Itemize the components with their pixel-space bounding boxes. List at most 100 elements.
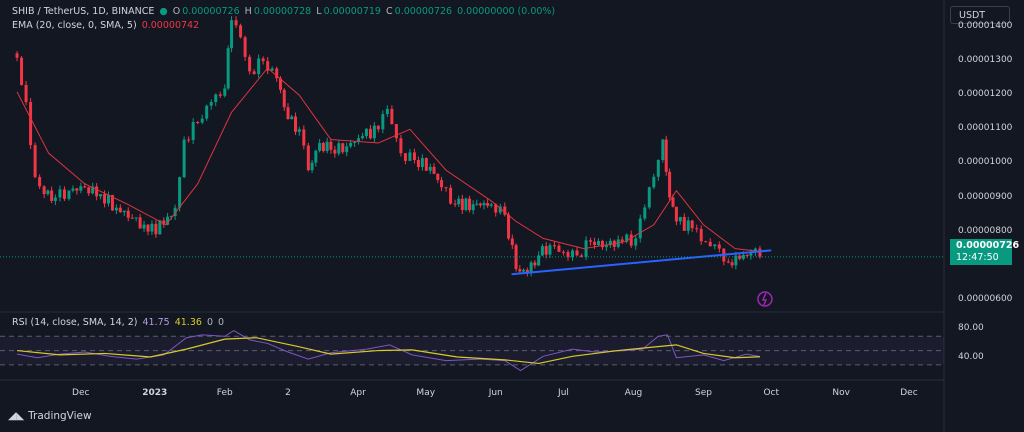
candle-body (453, 203, 457, 205)
candle-body (368, 128, 372, 139)
candle-body (580, 255, 584, 257)
flash-icon[interactable] (757, 291, 773, 307)
rsi-legend[interactable]: RSI (14, close, SMA, 14, 2) 41.75 41.36 … (12, 317, 226, 328)
ema-line[interactable] (16, 67, 760, 252)
candle-body (471, 204, 475, 211)
candle-body (162, 220, 166, 225)
candle-body (482, 203, 486, 206)
time-tick-label: Apr (350, 388, 366, 398)
time-tick-label: Dec (900, 388, 918, 398)
time-tick-label: Sep (694, 388, 712, 398)
ema-legend[interactable]: EMA (20, close, 0, SMA, 5) 0.00000742 (12, 20, 201, 31)
time-tick-label: 2023 (142, 388, 168, 398)
time-tick-label: Oct (763, 388, 779, 398)
candle-body (214, 94, 218, 103)
time-tick-label: 2 (285, 388, 291, 398)
candle-body (686, 220, 690, 231)
candle-body (243, 37, 247, 57)
candle-body (95, 186, 99, 197)
candle-body (38, 177, 42, 187)
candle-body (29, 102, 33, 146)
candle-body (302, 129, 306, 146)
candle-body (537, 255, 541, 266)
candle-body (510, 238, 514, 246)
candle-body (58, 189, 62, 198)
candle-body (529, 262, 533, 273)
candle-body (126, 210, 130, 218)
candle-body (118, 207, 122, 213)
candle-body (99, 194, 103, 197)
rsi-extra-2: 0 (218, 317, 225, 328)
candle-body (234, 20, 238, 26)
candle-body (166, 216, 170, 225)
candle-body (286, 107, 290, 120)
candle-body (205, 105, 209, 119)
candle-body (625, 234, 629, 242)
candle-body (494, 204, 498, 213)
close-value: 0.00000726 (394, 6, 453, 17)
candle-body (464, 198, 468, 210)
rsi-tick-label: 40.00 (958, 351, 984, 362)
candle-body (745, 255, 749, 257)
candle-body (664, 139, 668, 172)
candle-body (457, 198, 461, 205)
candle-body (248, 56, 252, 72)
bar-countdown: 12:47:50 (956, 252, 999, 263)
candle-body (678, 216, 682, 222)
candle-body (361, 136, 365, 139)
candle-body (209, 102, 213, 106)
candle-body (571, 250, 575, 258)
candle-body (122, 210, 126, 213)
candle-body (337, 143, 341, 154)
rsi-ma-line[interactable] (16, 337, 760, 365)
candle-body (416, 160, 420, 168)
candle-body (643, 207, 647, 219)
time-tick-label: Dec (72, 388, 90, 398)
candle-body (444, 187, 448, 189)
high-value: 0.00000728 (253, 6, 312, 17)
candle-body (50, 190, 54, 201)
candle-body (329, 141, 333, 150)
candle-body (146, 224, 150, 232)
candle-body (548, 245, 552, 255)
candle-body (596, 240, 600, 246)
candle-body (79, 186, 83, 191)
candle-body (656, 160, 660, 177)
candle-body (341, 143, 345, 153)
time-tick-label: Nov (832, 388, 851, 398)
candle-body (638, 218, 642, 239)
candle-body (741, 255, 745, 259)
candle-body (106, 194, 110, 204)
brand-name: TradingView (28, 410, 92, 422)
candle-body (381, 114, 385, 130)
low-label: L (316, 6, 322, 17)
candle-body (33, 145, 37, 178)
candle-body (561, 251, 565, 253)
candle-body (53, 197, 57, 201)
price-tick-label: 0.00001200 (958, 89, 1013, 100)
candle-body (525, 269, 529, 273)
ema-value: 0.00000742 (141, 20, 200, 31)
candle-body (196, 122, 200, 124)
candle-body (376, 125, 380, 130)
candle-body (114, 207, 118, 211)
candle-body (449, 187, 453, 204)
candle-body (297, 129, 301, 132)
candle-body (226, 48, 230, 89)
candle-body (134, 217, 138, 219)
low-value: 0.00000719 (323, 6, 381, 17)
support-trendline[interactable] (511, 249, 772, 276)
candle-body (318, 142, 322, 151)
symbol-label[interactable]: SHIB / TetherUS, 1D, BINANCE (12, 6, 155, 17)
candle-body (408, 152, 412, 161)
candle-body (223, 88, 227, 96)
candle-body (608, 240, 612, 246)
currency-selector[interactable]: USDT (950, 6, 1010, 24)
candle-body (71, 188, 75, 191)
candle-body (282, 89, 286, 108)
candle-body (412, 152, 416, 160)
time-tick-label: May (416, 388, 436, 398)
candle-body (142, 224, 146, 229)
tradingview-logo[interactable]: ◢◣ TradingView (8, 410, 92, 422)
